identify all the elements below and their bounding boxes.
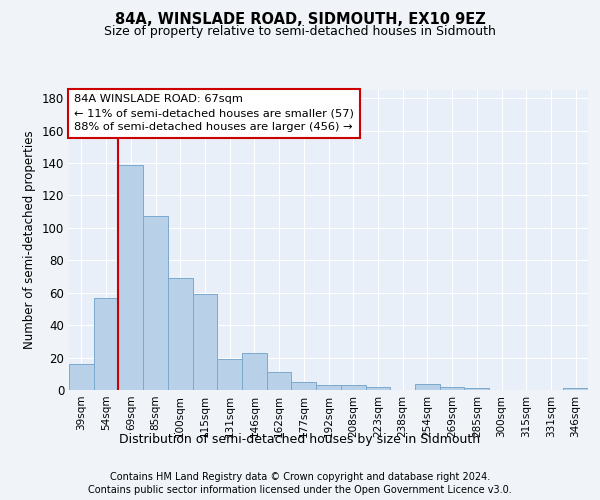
Bar — [267, 372, 292, 390]
Text: Size of property relative to semi-detached houses in Sidmouth: Size of property relative to semi-detach… — [104, 25, 496, 38]
Bar — [563, 388, 588, 390]
Bar — [94, 298, 118, 390]
Bar — [341, 385, 365, 390]
Bar — [193, 294, 217, 390]
Bar — [440, 387, 464, 390]
Text: Contains public sector information licensed under the Open Government Licence v3: Contains public sector information licen… — [88, 485, 512, 495]
Bar — [415, 384, 440, 390]
Bar — [365, 387, 390, 390]
Bar — [217, 359, 242, 390]
Y-axis label: Number of semi-detached properties: Number of semi-detached properties — [23, 130, 36, 350]
Bar — [292, 382, 316, 390]
Bar — [242, 352, 267, 390]
Bar — [143, 216, 168, 390]
Bar — [69, 364, 94, 390]
Text: Contains HM Land Registry data © Crown copyright and database right 2024.: Contains HM Land Registry data © Crown c… — [110, 472, 490, 482]
Text: Distribution of semi-detached houses by size in Sidmouth: Distribution of semi-detached houses by … — [119, 432, 481, 446]
Bar — [118, 164, 143, 390]
Bar — [464, 388, 489, 390]
Text: 84A, WINSLADE ROAD, SIDMOUTH, EX10 9EZ: 84A, WINSLADE ROAD, SIDMOUTH, EX10 9EZ — [115, 12, 485, 28]
Bar — [316, 385, 341, 390]
Text: 84A WINSLADE ROAD: 67sqm
← 11% of semi-detached houses are smaller (57)
88% of s: 84A WINSLADE ROAD: 67sqm ← 11% of semi-d… — [74, 94, 354, 132]
Bar — [168, 278, 193, 390]
